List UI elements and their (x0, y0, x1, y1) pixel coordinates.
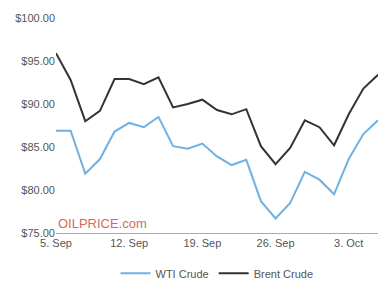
svg-text:12. Sep: 12. Sep (110, 237, 148, 249)
svg-text:$80.00: $80.00 (21, 184, 55, 196)
svg-text:WTI Crude: WTI Crude (156, 268, 209, 280)
svg-text:Brent Crude: Brent Crude (254, 268, 313, 280)
svg-text:3. Oct: 3. Oct (334, 237, 363, 249)
svg-text:19. Sep: 19. Sep (183, 237, 221, 249)
svg-text:$85.00: $85.00 (21, 141, 55, 153)
svg-text:$100.00: $100.00 (15, 12, 55, 24)
svg-text:5. Sep: 5. Sep (40, 237, 72, 249)
svg-text:$75.00: $75.00 (21, 227, 55, 239)
svg-text:$95.00: $95.00 (21, 55, 55, 67)
svg-text:$90.00: $90.00 (21, 98, 55, 110)
svg-text:26. Sep: 26. Sep (257, 237, 295, 249)
svg-text:OILPRICE.com: OILPRICE.com (58, 216, 147, 231)
